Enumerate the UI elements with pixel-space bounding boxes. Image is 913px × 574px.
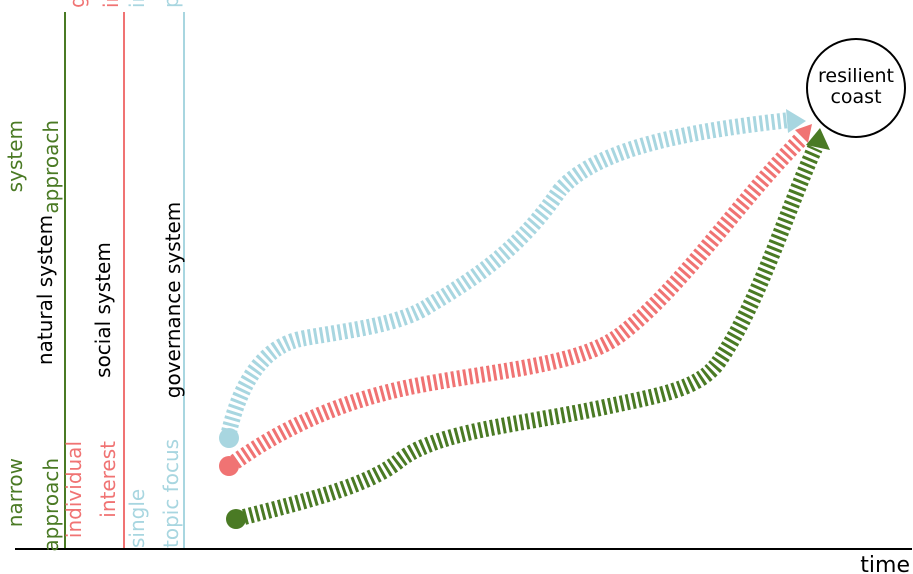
- time-axis-label: time: [860, 553, 910, 574]
- governance-top-label-2: policies: [159, 0, 183, 8]
- social-bottom-label-1: individual: [62, 441, 86, 538]
- social-bottom-label-2: interest: [96, 441, 120, 518]
- governance-pathway: [221, 112, 791, 434]
- governance-bottom-label-1: single: [125, 489, 149, 548]
- social-system-title: social system: [91, 242, 115, 378]
- governance-start-marker: [219, 428, 239, 448]
- governance-arrowhead: [786, 109, 806, 133]
- natural-top-label-1: system: [3, 120, 27, 192]
- natural-bottom-label-2: approach: [39, 458, 63, 552]
- natural-arrowhead: [806, 128, 830, 150]
- resilient-coast-circle: [806, 38, 906, 138]
- governance-bottom-label-2: topic focus: [159, 439, 183, 548]
- natural-start-marker: [226, 509, 246, 529]
- social-pathway: [230, 134, 806, 469]
- social-top-label-1: group: [65, 0, 89, 8]
- goal-label-2: coast: [830, 86, 881, 108]
- social-start-marker: [219, 456, 239, 476]
- natural-pathway: [242, 144, 823, 525]
- governance-top-label-1: integrated: [125, 0, 149, 8]
- governance-system-title: governance system: [161, 202, 185, 399]
- natural-top-label-2: approach: [39, 120, 63, 214]
- natural-system-title: natural system: [33, 215, 57, 365]
- goal-label-1: resilient: [818, 65, 894, 87]
- natural-bottom-label-1: narrow: [3, 458, 27, 527]
- social-arrowhead: [795, 124, 812, 143]
- social-top-label-2: interest: [99, 0, 123, 8]
